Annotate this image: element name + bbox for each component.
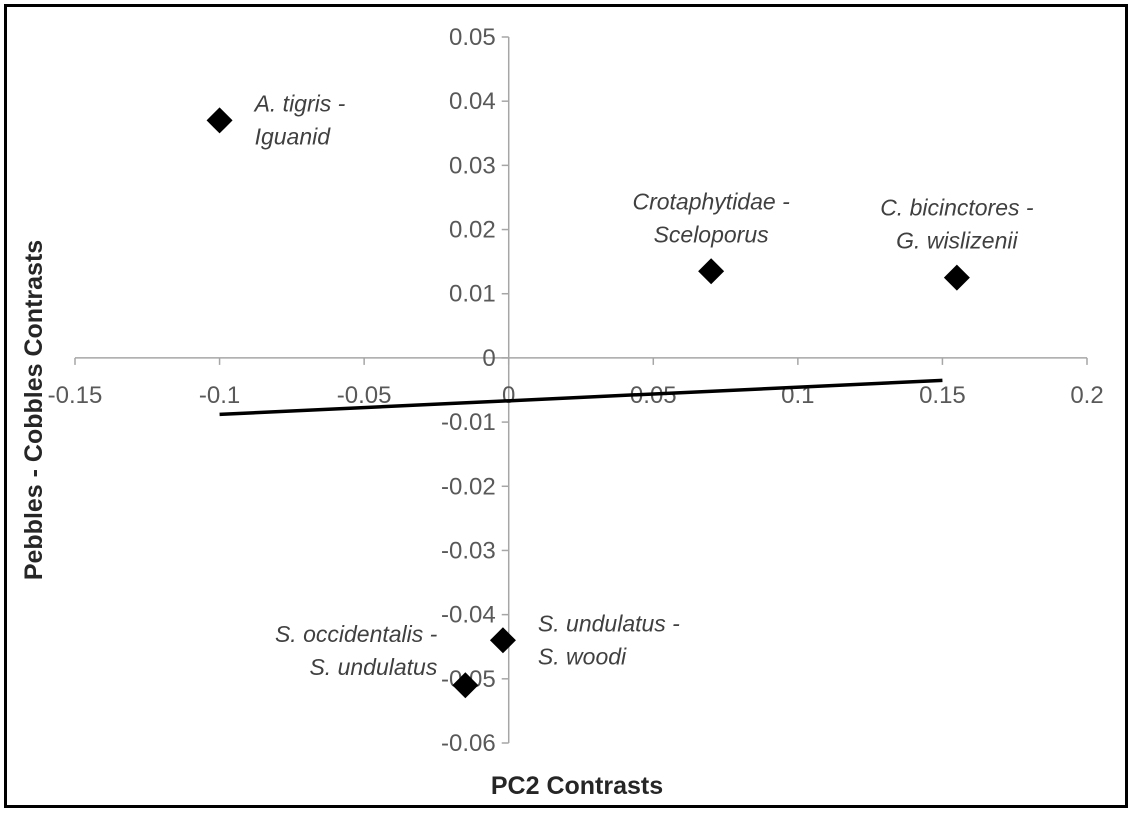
data-point-label-line: C. bicinctores - xyxy=(880,195,1034,221)
x-tick-label: 0.15 xyxy=(919,382,966,409)
data-point-label: A. tigris - Iguanid xyxy=(253,90,346,149)
data-point-label-line: S. undulatus xyxy=(309,654,437,680)
y-tick-label: -0.02 xyxy=(441,473,496,500)
axes: -0.15-0.1-0.0500.050.10.150.20.050.040.0… xyxy=(48,24,1104,757)
data-point-label: S. occidentalis - S. undulatus xyxy=(275,621,438,680)
data-point-label: C. bicinctores - G. wislizenii xyxy=(880,195,1034,254)
x-axis-title: PC2 Contrasts xyxy=(491,772,663,800)
points-layer xyxy=(206,107,970,699)
y-tick-label: -0.01 xyxy=(441,409,496,436)
data-point-marker xyxy=(206,107,233,134)
labels-layer: A. tigris - Iguanid Crotaphytidae - Scelopo… xyxy=(253,90,1034,680)
data-point-label-line: S. undulatus - xyxy=(538,610,680,636)
data-point-label-line: S. woodi xyxy=(538,643,627,669)
y-tick-label: 0.03 xyxy=(449,152,496,179)
data-point-marker xyxy=(489,627,516,654)
y-tick-label: 0.02 xyxy=(449,217,496,244)
data-point-label-line: G. wislizenii xyxy=(896,228,1018,254)
y-axis-title: Pebbles - Cobbles Contrasts xyxy=(20,240,48,580)
y-tick-label: -0.03 xyxy=(441,537,496,564)
data-point-label-line: S. occidentalis - xyxy=(275,621,438,647)
data-point-label: Crotaphytidae - Sceloporus xyxy=(632,188,790,247)
data-point-label-line: A. tigris - xyxy=(253,90,346,116)
data-point-label-line: Crotaphytidae - xyxy=(632,188,790,214)
y-tick-label: -0.06 xyxy=(441,730,496,757)
x-tick-label: -0.05 xyxy=(337,382,392,409)
x-tick-label: -0.15 xyxy=(48,382,103,409)
data-point-label-line: Sceloporus xyxy=(654,221,770,247)
x-tick-label: 0 xyxy=(502,382,515,409)
data-point-label: S. undulatus - S. woodi xyxy=(538,610,680,669)
data-point-marker xyxy=(452,672,479,699)
data-point-marker xyxy=(943,264,970,291)
trendline-layer xyxy=(219,378,943,417)
y-tick-label: 0.01 xyxy=(449,281,496,308)
x-tick-label: -0.1 xyxy=(199,382,240,409)
y-tick-label: 0 xyxy=(482,345,495,372)
data-point-marker xyxy=(698,258,725,285)
y-tick-label: -0.04 xyxy=(441,602,496,629)
y-tick-label: 0.04 xyxy=(449,88,496,115)
y-tick-label: 0.05 xyxy=(449,24,496,51)
chart-frame xyxy=(4,4,1128,808)
x-tick-label: 0.2 xyxy=(1070,382,1103,409)
trendline xyxy=(219,378,943,417)
data-point-label-line: Iguanid xyxy=(255,123,332,149)
